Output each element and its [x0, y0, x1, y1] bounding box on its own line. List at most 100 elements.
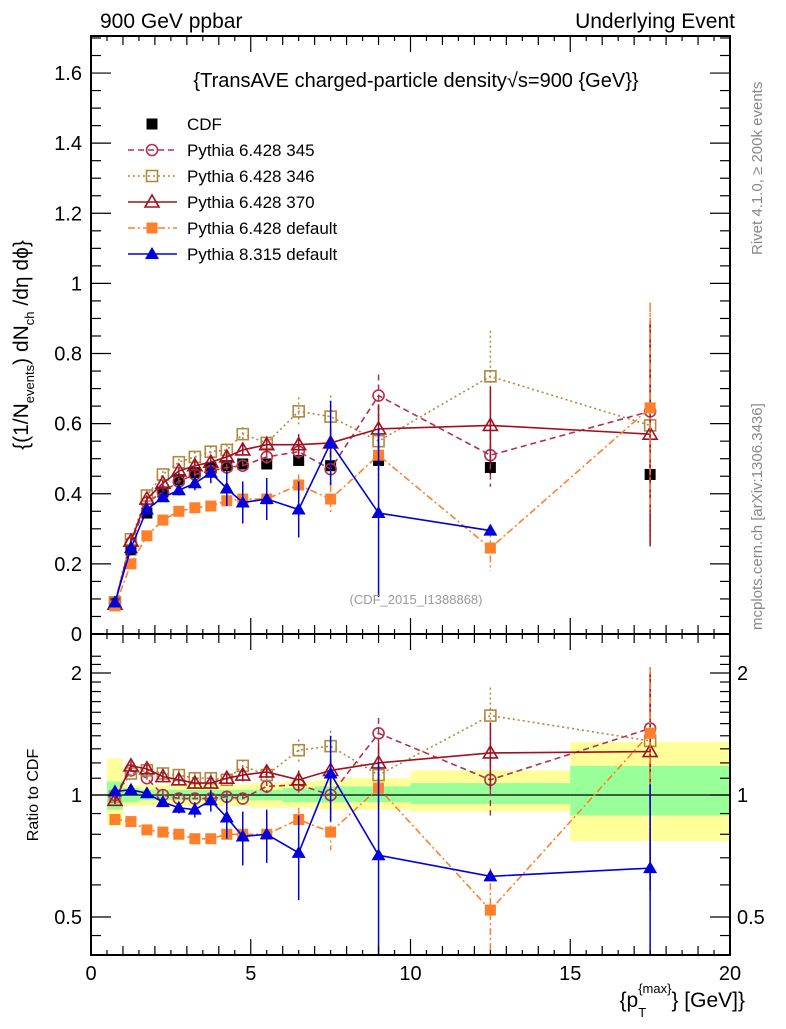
- data-point: [125, 558, 137, 570]
- ratio-y-tick-label-left: 2: [71, 663, 82, 685]
- ylabel-sub-ch: ch: [22, 311, 37, 325]
- data-point: [219, 481, 234, 494]
- data-point: [325, 826, 337, 838]
- xlabel-sup-max: {max}: [638, 981, 672, 996]
- x-tick-label: 0: [85, 963, 96, 985]
- data-point: [170, 771, 188, 786]
- series-line: [114, 394, 651, 603]
- mcplots-label: mcplots.cern.ch [arXiv:1306.3436]: [749, 403, 766, 630]
- x-tick-label: 10: [399, 963, 421, 985]
- data-point: [122, 757, 140, 772]
- ratio-ylabel: Ratio to CDF: [25, 749, 42, 842]
- y-tick-label: 1.6: [54, 63, 82, 85]
- legend-label: Pythia 6.428 346: [187, 167, 315, 186]
- y-tick-label: 0.2: [54, 554, 82, 576]
- data-point: [644, 402, 656, 414]
- data-point: [234, 441, 252, 456]
- data-point: [107, 595, 122, 608]
- data-point: [202, 774, 220, 789]
- data-point: [157, 514, 169, 526]
- legend-entry: Pythia 6.428 345: [128, 141, 315, 160]
- data-point: [138, 760, 156, 775]
- data-point: [171, 483, 186, 496]
- xlabel-sub-T: T: [638, 1005, 646, 1020]
- legend-label: Pythia 6.428 370: [187, 193, 315, 212]
- data-point: [235, 829, 250, 842]
- data-point: [187, 802, 202, 815]
- data-point: [259, 827, 274, 840]
- data-point: [123, 541, 138, 554]
- data-point: [236, 792, 250, 805]
- data-point: [236, 427, 250, 441]
- data-point: [189, 833, 201, 845]
- axes: 0 5 10 15 20 0 0.2 0.4 0.6 0.8 1 1.2 1.4 1.6 0.5 0.5 1 1 2…: [54, 35, 765, 985]
- y-tick-label: 1: [71, 273, 82, 295]
- data-point: [141, 530, 153, 542]
- y-tick-label: 1.2: [54, 203, 82, 225]
- data-point: [107, 784, 122, 797]
- ratio-y-tick-label-left: 1: [71, 785, 82, 807]
- legend-label: Pythia 8.315 default: [187, 245, 338, 264]
- ylabel-part-3: /dη dϕ}: [10, 240, 33, 311]
- data-point: [291, 845, 306, 858]
- legend-entry: Pythia 8.315 default: [128, 245, 338, 264]
- data-point: [123, 782, 138, 795]
- data-point: [172, 455, 186, 469]
- header-right: Underlying Event: [575, 10, 735, 33]
- data-point: [186, 457, 204, 472]
- data-point: [125, 816, 137, 828]
- legend-label: Pythia 6.428 default: [187, 219, 338, 238]
- legend-marker: [146, 222, 158, 234]
- data-point: [155, 490, 170, 503]
- data-point: [258, 763, 276, 778]
- data-point: [141, 824, 153, 836]
- data-point: [481, 416, 499, 432]
- data-point: [203, 793, 218, 806]
- data-point: [484, 542, 496, 554]
- legend-marker: [145, 247, 159, 259]
- data-point: [372, 726, 385, 740]
- y-tick-label: 0.6: [54, 414, 82, 436]
- ylabel-sub-events: events: [22, 364, 37, 403]
- data-point: [290, 771, 308, 786]
- data-point: [173, 505, 185, 517]
- legend-marker: [143, 193, 161, 208]
- data-point: [156, 468, 170, 481]
- plot-title: {TransAVE charged-particle density√s=900…: [193, 70, 638, 92]
- data-point: [372, 389, 385, 402]
- data-point: [234, 766, 252, 781]
- x-tick-label: 15: [559, 963, 581, 985]
- xlabel-part-1: {p: [620, 989, 639, 1012]
- data-point: [481, 744, 499, 759]
- data-point: [371, 848, 386, 861]
- y-tick-label: 0.4: [54, 484, 82, 506]
- data-point: [644, 727, 656, 739]
- ratio-y-tick-label-right: 2: [737, 663, 748, 685]
- ratio-y-tick-label-right: 0.5: [737, 907, 765, 929]
- legend-entry: Pythia 6.428 346: [128, 167, 315, 186]
- data-point: [483, 523, 498, 536]
- legend: CDF Pythia 6.428 345 Pythia 6.428 346 Pythi…: [128, 115, 338, 264]
- legend-label: CDF: [187, 115, 222, 134]
- y-tick-label: 0: [71, 624, 82, 646]
- ratio-y-tick-label-right: 1: [737, 785, 748, 807]
- y-tick-label: 0.8: [54, 344, 82, 366]
- data-point: [290, 436, 308, 451]
- data-point: [173, 828, 185, 840]
- data-point: [291, 502, 306, 515]
- data-point: [236, 459, 250, 473]
- y-axis-label-main: {(1/Nevents) dNch /dη dϕ}: [10, 240, 37, 450]
- data-point: [643, 861, 658, 874]
- legend-entry: CDF: [146, 115, 222, 134]
- ylabel-part-2: ) dN: [10, 325, 33, 365]
- data-point: [189, 502, 201, 514]
- x-axis-label: {pT {max}} [GeV]}: [620, 981, 745, 1020]
- data-point: [218, 769, 236, 785]
- data-point: [484, 370, 497, 383]
- data-point: [205, 500, 217, 512]
- data-point: [170, 462, 188, 477]
- ratio-y-tick-label-left: 0.5: [54, 907, 82, 929]
- data-point: [292, 743, 305, 757]
- ratio-plot-area: [106, 666, 659, 955]
